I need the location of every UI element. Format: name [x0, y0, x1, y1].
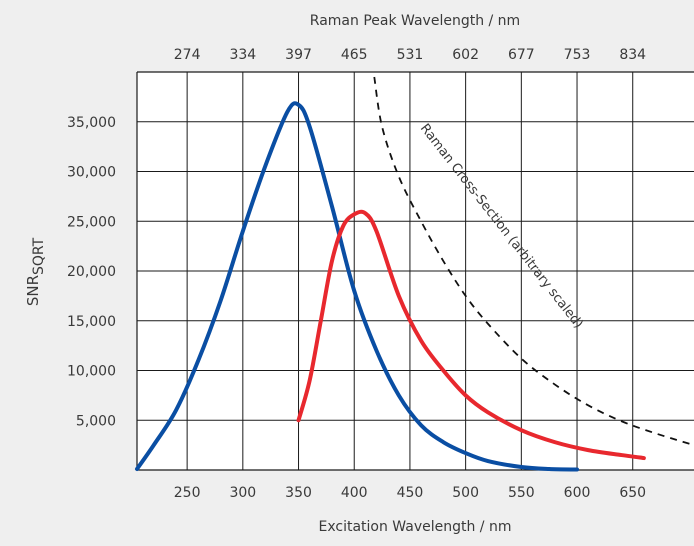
y-axis-title-main: SNR [24, 275, 42, 306]
y-tick-label: 5,000 [76, 413, 116, 429]
x-tick-label: 650 [619, 485, 646, 501]
top-tick-label: 677 [508, 47, 535, 63]
blue-snr-curve [135, 101, 580, 472]
y-tick-label: 10,000 [67, 364, 116, 380]
x-axis-title: Excitation Wavelength / nm [319, 519, 512, 535]
x-tick-label: 500 [452, 485, 479, 501]
x-tick-label: 600 [564, 485, 591, 501]
curves [135, 76, 694, 472]
top-tick-label: 834 [619, 47, 646, 63]
y-tick-label: 20,000 [67, 264, 116, 280]
x-tick-label: 250 [174, 485, 201, 501]
y-tick-label: 25,000 [67, 214, 116, 230]
x-tick-labels: 250 300 350 400 450 500 550 600 650 [174, 485, 646, 501]
y-tick-label: 15,000 [67, 314, 116, 330]
top-tick-label: 334 [229, 47, 256, 63]
top-tick-label: 602 [452, 47, 479, 63]
top-tick-label: 465 [341, 47, 368, 63]
top-tick-labels: 274 334 397 465 531 602 677 753 834 [174, 47, 646, 63]
top-axis-title: Raman Peak Wavelength / nm [310, 13, 520, 29]
y-tick-label: 35,000 [67, 115, 116, 131]
top-tick-label: 753 [564, 47, 591, 63]
raman-cross-section-curve [373, 76, 694, 446]
top-tick-label: 274 [174, 47, 201, 63]
y-tick-label: 30,000 [67, 165, 116, 181]
x-tick-label: 400 [341, 485, 368, 501]
y-tick-labels: 5,000 10,000 15,000 20,000 25,000 30,000 35,00… [67, 115, 116, 430]
x-tick-label: 350 [285, 485, 312, 501]
x-tick-label: 300 [229, 485, 256, 501]
red-snr-curve [296, 209, 646, 461]
x-tick-label: 450 [397, 485, 424, 501]
top-tick-label: 531 [397, 47, 424, 63]
y-axis-title: SNRSQRT [24, 237, 47, 306]
top-tick-label: 397 [285, 47, 312, 63]
y-axis-title-sub: SQRT [31, 237, 47, 275]
x-tick-label: 550 [508, 485, 535, 501]
